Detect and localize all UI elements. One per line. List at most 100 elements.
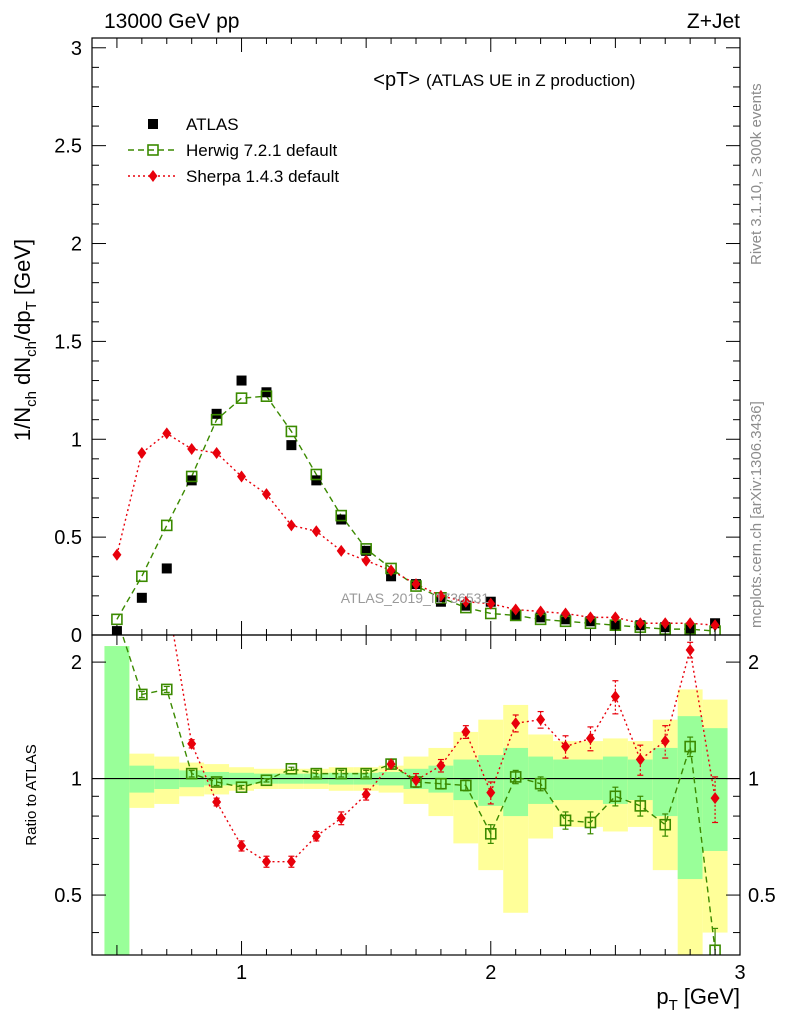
sherpa-point-9 [336, 544, 346, 557]
sherpa-point-11 [386, 564, 396, 577]
sherpa-ratio-point-18 [561, 740, 571, 753]
rivet-label: Rivet 3.1.10, ≥ 300k events [748, 83, 765, 265]
ratio-y-tick-label-right-0: 0.5 [748, 885, 776, 907]
legend: ATLAS Herwig 7.2.1 default Sherpa 1.4.3 … [128, 115, 339, 186]
ratio-y-tick-label-left-2: 2 [71, 652, 82, 674]
sherpa-ratio-point-12 [411, 774, 421, 787]
sherpa-point-0 [112, 548, 122, 561]
herwig-ratio-point-21 [634, 800, 647, 812]
sherpa-point-12 [411, 578, 421, 591]
atlas-point-8 [311, 475, 322, 486]
sherpa-point-8 [311, 525, 321, 538]
band-green-19 [578, 759, 603, 801]
header-right: Z+Jet [687, 10, 740, 33]
main-y-tick-label-1: 0.5 [54, 527, 82, 549]
herwig-point-4 [210, 413, 223, 426]
sherpa-ratio-point-20 [610, 690, 620, 703]
sherpa-ratio-point-16 [511, 717, 521, 730]
y-axis-label-main: 1/Nch dNch/dpT [GeV] [10, 239, 40, 441]
sherpa-ratio-point-19 [585, 732, 595, 745]
ylabel-part-5: T [23, 301, 40, 310]
herwig-ratio-point-4 [210, 776, 223, 788]
legend-label-atlas: ATLAS [186, 115, 239, 134]
herwig-point-0 [111, 613, 123, 626]
ratio-y-tick-label-right-1: 1 [748, 769, 759, 791]
sherpa-point-7 [286, 519, 296, 532]
herwig-ratio-point-3 [185, 767, 198, 780]
sherpa-point-21 [635, 617, 645, 630]
data-series [111, 375, 721, 955]
ratio-y-tick-label-left-0: 0.5 [54, 885, 82, 907]
herwig-ratio-point-16 [509, 771, 522, 783]
sherpa-ratio-point-7 [286, 855, 296, 868]
sherpa-point-23 [685, 617, 695, 630]
herwig-point-1 [136, 570, 148, 583]
watermark: ATLAS_2019_I1736531 [341, 590, 490, 606]
sherpa-ratio-point-17 [536, 713, 546, 726]
plot-subtitle: (ATLAS UE in Z production) [426, 71, 635, 90]
x-axis-label: pT [GeV] [656, 984, 740, 1014]
band-green-22 [652, 747, 678, 817]
herwig-ratio-point-6 [260, 774, 273, 787]
herwig-ratio-point-23 [684, 740, 696, 753]
herwig-ratio-point-20 [609, 790, 622, 803]
sherpa-point-22 [660, 617, 670, 630]
sherpa-ratio-point-13 [436, 759, 446, 772]
main-panel-series [111, 375, 721, 635]
herwig-point-8 [310, 468, 323, 481]
ylabel-part-1: ch [23, 391, 40, 407]
atlas-point-7 [286, 440, 297, 451]
herwig-ratio-point-17 [534, 777, 547, 790]
x-tick-label-1: 2 [485, 962, 496, 984]
plot-title: <pT> [373, 69, 420, 91]
herwig-ratio-point-2 [160, 683, 173, 696]
sherpa-ratio-point-3 [187, 737, 197, 750]
sherpa-point-2 [162, 427, 172, 440]
sherpa-point-1 [137, 446, 147, 459]
sherpa-ratio-point-6 [261, 855, 271, 868]
y-axis-label-ratio: Ratio to ATLAS [23, 744, 40, 845]
atlas-point-3 [186, 475, 197, 486]
sherpa-point-19 [585, 611, 595, 624]
ratio-y-tick-label-right-2: 2 [748, 652, 759, 674]
sherpa-ratio-point-15 [486, 786, 496, 799]
legend-marker-sherpa [148, 170, 158, 182]
herwig-point-7 [285, 425, 298, 438]
herwig-point-6 [260, 390, 273, 403]
ylabel-part-0: 1/N [10, 407, 35, 441]
sherpa-ratio-point-8 [311, 830, 321, 843]
sherpa-ratio-point-4 [212, 795, 222, 808]
herwig-ratio-point-13 [435, 777, 447, 790]
herwig-ratio-point-5 [235, 781, 248, 794]
sherpa-point-20 [610, 611, 620, 624]
sherpa-ratio-point-23 [685, 643, 695, 656]
x-tick-label-2: 3 [734, 962, 745, 984]
main-y-tick-label-2: 1 [71, 429, 82, 451]
herwig-point-9 [335, 509, 348, 522]
sherpa-point-14 [461, 595, 471, 608]
band-green-0 [104, 646, 130, 955]
main-y-tick-label-4: 2 [71, 234, 82, 256]
atlas-point-10 [361, 545, 372, 556]
sherpa-point-16 [511, 603, 521, 616]
atlas-point-2 [161, 563, 172, 574]
legend-label-sherpa: Sherpa 1.4.3 default [186, 167, 339, 186]
herwig-ratio-point-22 [659, 818, 672, 831]
sherpa-point-18 [561, 607, 571, 620]
ylabel-part-3: ch [23, 341, 40, 357]
ylabel-part-4: /dp [10, 310, 35, 341]
axis-ticks: 1 2 3 0 0.5 1 1.5 2 2.5 3 0.5 0.5 1 1 2 2 [54, 38, 776, 984]
sherpa-ratio-point-22 [660, 735, 670, 748]
sherpa-ratio-point-9 [336, 812, 346, 825]
main-y-tick-label-5: 2.5 [54, 136, 82, 158]
herwig-ratio-point-9 [335, 767, 348, 780]
mcplots-label: mcplots.cern.ch [arXiv:1306.3436] [748, 401, 765, 628]
sherpa-ratio-point-11 [386, 758, 396, 771]
herwig-point-2 [160, 519, 173, 532]
xlabel-sub: T [669, 997, 678, 1014]
sherpa-point-13 [436, 589, 446, 602]
ylabel-part-2: dN [10, 357, 35, 391]
ratio-y-tick-label-left-1: 1 [71, 769, 82, 791]
herwig-point-5 [235, 392, 248, 404]
